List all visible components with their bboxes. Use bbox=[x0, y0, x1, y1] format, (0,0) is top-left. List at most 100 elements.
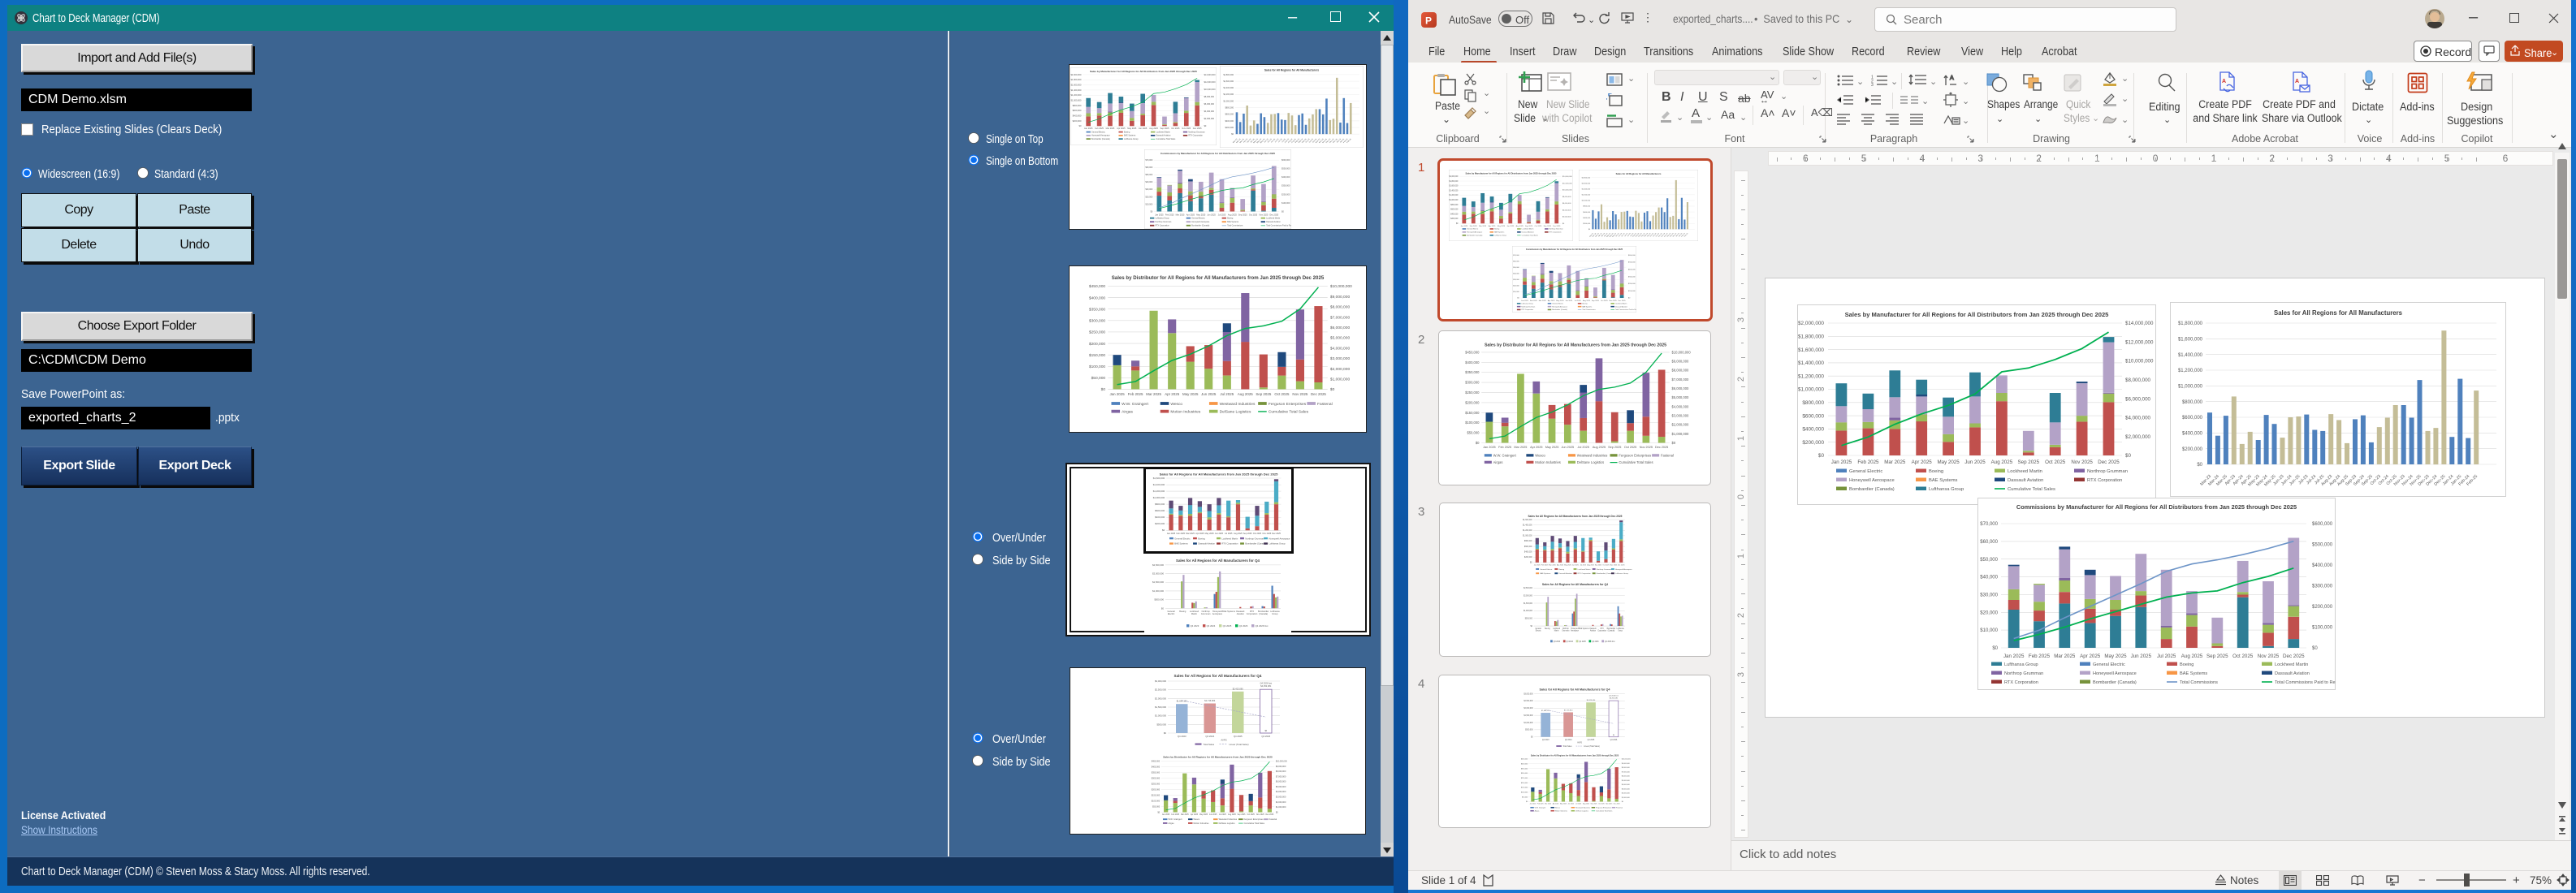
svg-text:Jun 2025: Jun 2025 bbox=[1572, 565, 1580, 567]
svg-text:Jun-24: Jun-24 bbox=[1619, 233, 1623, 238]
svg-text:May 2025: May 2025 bbox=[1205, 533, 1215, 535]
svg-text:Fastenal: Fastenal bbox=[1616, 807, 1623, 809]
svg-text:Jan-25: Jan-25 bbox=[1340, 138, 1346, 144]
svg-text:Nov 2025: Nov 2025 bbox=[1260, 213, 1269, 216]
svg-text:$2,000,000: $2,000,000 bbox=[1562, 217, 1571, 218]
svg-text:BAE Systems: BAE Systems bbox=[1582, 305, 1592, 308]
svg-text:$0: $0 bbox=[1151, 210, 1153, 213]
svg-text:$450,000: $450,000 bbox=[1152, 761, 1160, 763]
svg-text:DelSane Logistics: DelSane Logistics bbox=[1220, 410, 1251, 415]
svg-text:$2,000,000: $2,000,000 bbox=[1155, 697, 1166, 700]
svg-text:Bombardier (Canada): Bombardier (Canada) bbox=[2093, 680, 2137, 685]
svg-text:$6,000,000: $6,000,000 bbox=[2125, 396, 2151, 402]
svg-text:Q4 2024: Q4 2024 bbox=[1565, 740, 1572, 741]
svg-text:Aug 2025: Aug 2025 bbox=[1228, 813, 1236, 816]
svg-text:Jun 2025: Jun 2025 bbox=[1565, 300, 1573, 302]
svg-text:Honeywell: Honeywell bbox=[1571, 628, 1579, 630]
svg-text:Feb-25: Feb-25 bbox=[1684, 233, 1689, 238]
svg-text:Nov-24: Nov-24 bbox=[1661, 233, 1666, 238]
svg-text:Fastenal: Fastenal bbox=[1317, 402, 1333, 407]
svg-text:Sep 2025: Sep 2025 bbox=[1256, 392, 1271, 396]
svg-text:$350,000: $350,000 bbox=[1465, 370, 1480, 374]
svg-text:Sales by Manufacturer for All: Sales by Manufacturer for All Regions fo… bbox=[1845, 311, 2110, 318]
svg-text:$10,000,000: $10,000,000 bbox=[1204, 88, 1217, 91]
svg-text:Group: Group bbox=[1618, 631, 1623, 632]
svg-text:General Electric: General Electric bbox=[2093, 662, 2125, 667]
svg-text:Sep 2025: Sep 2025 bbox=[2206, 654, 2228, 659]
svg-text:General Electric: General Electric bbox=[1552, 303, 1563, 305]
svg-text:Jan-24: Jan-24 bbox=[1337, 138, 1342, 144]
svg-text:$2,000,000: $2,000,000 bbox=[1622, 793, 1631, 795]
svg-text:AVPS: AVPS bbox=[1577, 742, 1582, 744]
svg-text:$400,000: $400,000 bbox=[1465, 360, 1480, 365]
svg-text:Oct 2025: Oct 2025 bbox=[1253, 533, 1262, 535]
svg-text:$200,000: $200,000 bbox=[2182, 447, 2203, 452]
svg-text:$6,000,000: $6,000,000 bbox=[1330, 326, 1351, 330]
svg-text:$30,000: $30,000 bbox=[1980, 593, 1998, 598]
svg-text:RTX Corporation: RTX Corporation bbox=[1221, 542, 1238, 546]
svg-text:Total Commissions Paid to Rep: Total Commissions Paid to Rep bbox=[1615, 308, 1636, 311]
svg-text:Motion Industries: Motion Industries bbox=[1555, 810, 1567, 813]
svg-text:Honeywell: Honeywell bbox=[1212, 610, 1222, 613]
svg-text:$400,000: $400,000 bbox=[1521, 763, 1528, 765]
svg-text:Motion Industries: Motion Industries bbox=[1535, 460, 1561, 464]
svg-text:Mar 2025: Mar 2025 bbox=[1884, 459, 1906, 465]
svg-text:Oct 2025: Oct 2025 bbox=[1624, 445, 1636, 449]
svg-text:$8,000,000: $8,000,000 bbox=[1562, 196, 1571, 198]
svg-text:Dassault Aviation: Dassault Aviation bbox=[1615, 305, 1627, 308]
svg-text:$3,000,000: $3,000,000 bbox=[1276, 796, 1286, 799]
svg-text:Lockheed Martin: Lockheed Martin bbox=[2275, 662, 2308, 667]
svg-text:$100,000: $100,000 bbox=[1152, 800, 1160, 802]
svg-text:$200,000: $200,000 bbox=[1073, 120, 1082, 123]
svg-text:Jul-23: Jul-23 bbox=[1275, 138, 1280, 143]
svg-text:$150,000: $150,000 bbox=[1152, 794, 1160, 796]
svg-text:Mar 2025: Mar 2025 bbox=[1549, 565, 1556, 567]
svg-text:Q4 2026: Q4 2026 bbox=[1592, 641, 1599, 643]
svg-text:Sep-25: Sep-25 bbox=[1647, 233, 1652, 238]
svg-text:$2,000,000: $2,000,000 bbox=[1672, 423, 1689, 427]
svg-text:Sales by Distributor for All R: Sales by Distributor for All Regions for… bbox=[1163, 755, 1273, 758]
svg-text:$0: $0 bbox=[1613, 735, 1615, 736]
svg-text:$1,800,000: $1,800,000 bbox=[1582, 177, 1591, 179]
svg-text:$1,400,000: $1,400,000 bbox=[1798, 360, 1824, 366]
svg-text:Q4 2026 fcst: Q4 2026 fcst bbox=[1256, 624, 1269, 628]
svg-text:Westward Industries: Westward Industries bbox=[1577, 453, 1608, 457]
svg-text:Apr 2025: Apr 2025 bbox=[1912, 459, 1933, 465]
svg-text:$30,000: $30,000 bbox=[1513, 279, 1519, 281]
svg-text:$400,000: $400,000 bbox=[1450, 214, 1459, 215]
svg-text:Jun-25: Jun-25 bbox=[1271, 138, 1277, 144]
svg-text:General Electric: General Electric bbox=[1540, 568, 1552, 571]
svg-text:Sep 2025: Sep 2025 bbox=[1160, 127, 1169, 130]
svg-text:RTX Corporation: RTX Corporation bbox=[1549, 231, 1562, 234]
svg-text:Dec-23: Dec-23 bbox=[1666, 233, 1671, 238]
svg-text:Q4 2026: Q4 2026 bbox=[1239, 624, 1248, 628]
svg-text:$0: $0 bbox=[1164, 731, 1167, 735]
svg-text:Lockheed Martin: Lockheed Martin bbox=[1578, 568, 1592, 571]
svg-text:Lockheed Martin: Lockheed Martin bbox=[1221, 537, 1238, 540]
svg-text:$400,000: $400,000 bbox=[1155, 516, 1165, 519]
svg-text:$10,000: $10,000 bbox=[1145, 203, 1153, 205]
svg-text:$70,000: $70,000 bbox=[1513, 255, 1519, 257]
svg-text:Nov-25: Nov-25 bbox=[1664, 233, 1669, 238]
svg-text:Dassault Aviation: Dassault Aviation bbox=[1522, 231, 1534, 234]
svg-text:$600,000: $600,000 bbox=[1282, 159, 1290, 162]
svg-text:$0: $0 bbox=[1162, 528, 1165, 532]
svg-text:Q4 2024: Q4 2024 bbox=[1205, 735, 1214, 738]
svg-text:$1,684,190: $1,684,190 bbox=[1177, 700, 1188, 703]
svg-text:Feb 2025: Feb 2025 bbox=[1541, 565, 1549, 567]
svg-text:BAE Systems: BAE Systems bbox=[1579, 628, 1588, 630]
svg-text:$1,200,000: $1,200,000 bbox=[1798, 373, 1824, 379]
svg-text:Oct 2025: Oct 2025 bbox=[1535, 225, 1542, 227]
svg-text:$1,200,000: $1,200,000 bbox=[2178, 369, 2203, 373]
svg-text:$350,000: $350,000 bbox=[1089, 307, 1105, 312]
svg-text:$10,000,000: $10,000,000 bbox=[1562, 190, 1573, 192]
svg-text:Nov 2025: Nov 2025 bbox=[2071, 459, 2093, 465]
svg-text:Sep 2025: Sep 2025 bbox=[2018, 459, 2040, 465]
svg-text:$100,000: $100,000 bbox=[2312, 626, 2333, 631]
svg-text:Linear (Total Sales): Linear (Total Sales) bbox=[1584, 745, 1600, 748]
svg-text:$1,000,000: $1,000,000 bbox=[1449, 200, 1459, 201]
svg-text:Sales by Distributor for All R: Sales by Distributor for All Regions for… bbox=[1485, 343, 1666, 347]
svg-text:Wesco: Wesco bbox=[1535, 453, 1545, 457]
svg-text:Jul 2025: Jul 2025 bbox=[1578, 445, 1589, 449]
svg-text:Mar-23: Mar-23 bbox=[1232, 137, 1238, 144]
